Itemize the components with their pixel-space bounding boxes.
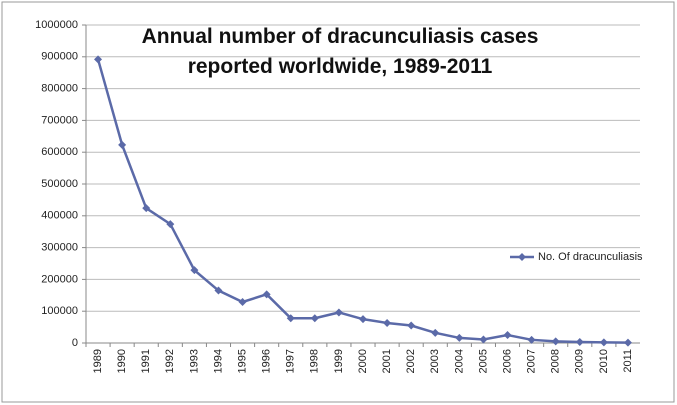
y-tick-label: 400000	[41, 210, 78, 222]
x-tick-label: 1991	[140, 349, 152, 373]
legend-marker	[518, 253, 526, 261]
y-tick-label: 500000	[41, 178, 78, 190]
x-tick-label: 1999	[333, 349, 345, 373]
marker	[359, 315, 367, 324]
x-tick-label: 1992	[164, 349, 176, 373]
x-tick-label: 1996	[261, 349, 273, 373]
marker	[431, 328, 440, 337]
marker	[575, 338, 584, 347]
y-tick-label: 100000	[41, 305, 78, 317]
marker	[94, 55, 103, 64]
marker	[214, 286, 223, 295]
marker	[334, 308, 343, 317]
x-tick-label: 2005	[477, 349, 489, 373]
y-tick-label: 200000	[41, 273, 78, 285]
marker	[118, 140, 127, 149]
marker	[238, 297, 247, 306]
marker	[623, 338, 632, 347]
marker	[455, 333, 464, 342]
x-tick-label: 2004	[453, 349, 465, 373]
x-tick-label: 1998	[309, 349, 321, 373]
x-tick-label: 2009	[574, 349, 586, 373]
x-tick-label: 2011	[622, 349, 634, 373]
marker	[407, 321, 416, 330]
chart-title: Annual number of dracunculiasis cases re…	[141, 25, 539, 78]
x-tick-label: 2001	[381, 349, 393, 373]
y-tick-label: 1000000	[35, 19, 78, 31]
y-tick-label: 600000	[41, 146, 78, 158]
x-tick-label: 2010	[598, 349, 610, 373]
x-tick-label: 1990	[116, 349, 128, 373]
x-tick-label: 1994	[212, 349, 224, 373]
x-tick-label: 2008	[550, 349, 562, 373]
x-tick-label: 1989	[92, 349, 104, 373]
marker	[479, 335, 488, 344]
x-tick-label: 1995	[236, 349, 248, 373]
marker	[551, 337, 560, 346]
marker	[262, 290, 271, 299]
marker	[142, 204, 151, 213]
y-tick-label: 900000	[41, 51, 78, 63]
x-tick-label: 2006	[501, 349, 513, 373]
marker	[190, 266, 199, 275]
x-tick-label: 2000	[357, 349, 369, 373]
x-tick-label: 2003	[429, 349, 441, 373]
y-tick-label: 700000	[41, 114, 78, 126]
legend-label: No. Of dracunculiasis	[538, 251, 643, 263]
marker	[166, 220, 175, 229]
y-tick-label: 0	[72, 337, 78, 349]
marker	[503, 331, 512, 340]
marker	[383, 318, 392, 327]
marker	[527, 335, 536, 344]
line	[96, 59, 628, 344]
marker	[286, 314, 295, 323]
marker	[310, 314, 319, 323]
x-tick-label: 1997	[285, 349, 297, 373]
y-tick-label: 800000	[41, 83, 78, 95]
x-tick-label: 2007	[526, 349, 538, 373]
marker	[599, 338, 608, 347]
x-tick-label: 1993	[188, 349, 200, 373]
x-tick-label: 2002	[405, 349, 417, 373]
y-tick-label: 300000	[41, 242, 78, 254]
